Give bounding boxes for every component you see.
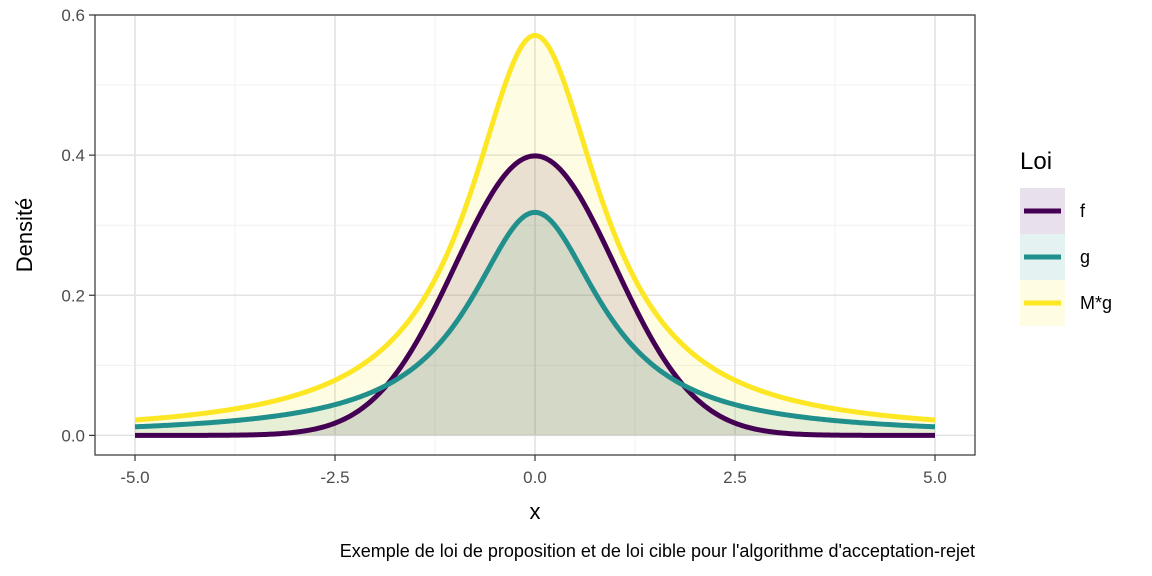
x-tick-label: 0.0 — [523, 468, 547, 487]
line-f — [134, 153, 936, 438]
x-tick-label: 5.0 — [923, 468, 947, 487]
x-axis: -5.0 -2.5 0.0 2.5 5.0 — [120, 455, 947, 487]
legend-title: Loi — [1020, 148, 1052, 175]
area-Mg — [135, 35, 935, 436]
y-tick-label: 0.6 — [61, 6, 85, 25]
legend-keys: f g M*g — [1020, 188, 1112, 326]
x-axis-title: x — [530, 499, 541, 524]
y-axis-title: Densité — [12, 198, 37, 273]
legend-label: M*g — [1080, 293, 1112, 313]
line-Mg — [134, 32, 936, 423]
line-g — [134, 209, 936, 430]
legend-label: g — [1080, 247, 1090, 267]
y-tick-label: 0.4 — [61, 146, 85, 165]
y-axis: 0.0 0.2 0.4 0.6 — [61, 6, 95, 445]
x-tick-label: -2.5 — [320, 468, 349, 487]
x-tick-label: -5.0 — [120, 468, 149, 487]
area-g — [135, 212, 935, 436]
series-areas — [135, 35, 935, 436]
area-f — [135, 155, 935, 436]
legend: Loi f g M*g — [1020, 148, 1112, 326]
chart-caption: Exemple de loi de proposition et de loi … — [340, 541, 975, 561]
y-tick-label: 0.0 — [61, 426, 85, 445]
x-tick-label: 2.5 — [723, 468, 747, 487]
y-tick-label: 0.2 — [61, 286, 85, 305]
legend-label: f — [1080, 201, 1086, 221]
series-lines — [134, 32, 936, 438]
